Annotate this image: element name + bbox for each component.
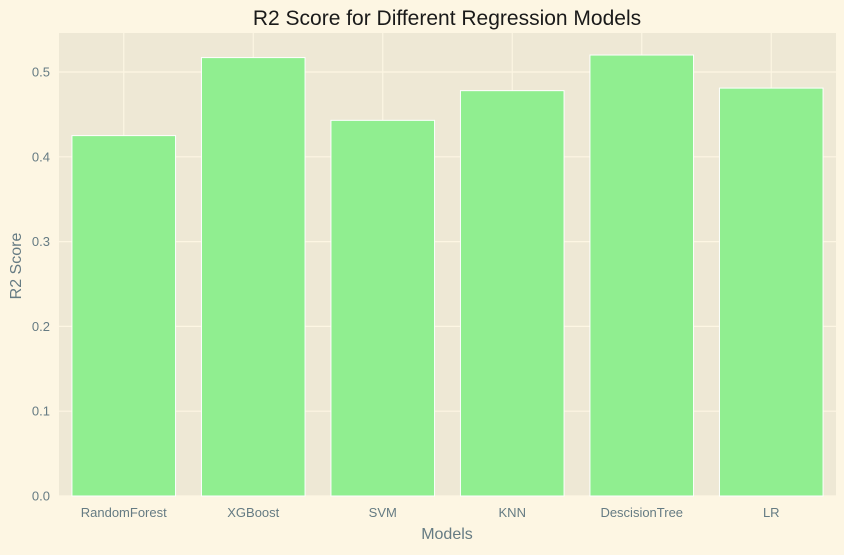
- y-tick-label: 0.4: [32, 149, 50, 164]
- x-tick-label: LR: [763, 505, 780, 520]
- y-tick-label: 0.3: [32, 234, 50, 249]
- y-axis-label: R2 Score: [8, 233, 25, 300]
- y-tick-label: 0.5: [32, 65, 50, 80]
- x-tick-label: SVM: [369, 505, 397, 520]
- x-tick-label: RandomForest: [81, 505, 167, 520]
- x-tick-label: KNN: [499, 505, 526, 520]
- bars: [71, 54, 824, 497]
- x-axis-label: Models: [421, 526, 473, 543]
- bar-svm: [330, 119, 436, 497]
- x-tick-label: XGBoost: [227, 505, 279, 520]
- plot-area: [59, 33, 836, 496]
- bar-lr: [718, 87, 824, 497]
- bar-knn: [459, 90, 565, 497]
- y-tick-label: 0.2: [32, 319, 50, 334]
- y-tick-label: 0.0: [32, 489, 50, 504]
- chart-title: R2 Score for Different Regression Models: [253, 7, 641, 30]
- y-axis-ticks: 0.0 0.1 0.2 0.3 0.4 0.5: [32, 65, 50, 504]
- bar-randomforest: [71, 135, 177, 497]
- y-tick-label: 0.1: [32, 404, 50, 419]
- x-tick-label: DescisionTree: [600, 505, 683, 520]
- x-axis-ticks: RandomForest XGBoost SVM KNN DescisionTree LR: [81, 505, 780, 520]
- bar-descisiontree: [589, 54, 695, 497]
- bar-xgboost: [200, 57, 306, 497]
